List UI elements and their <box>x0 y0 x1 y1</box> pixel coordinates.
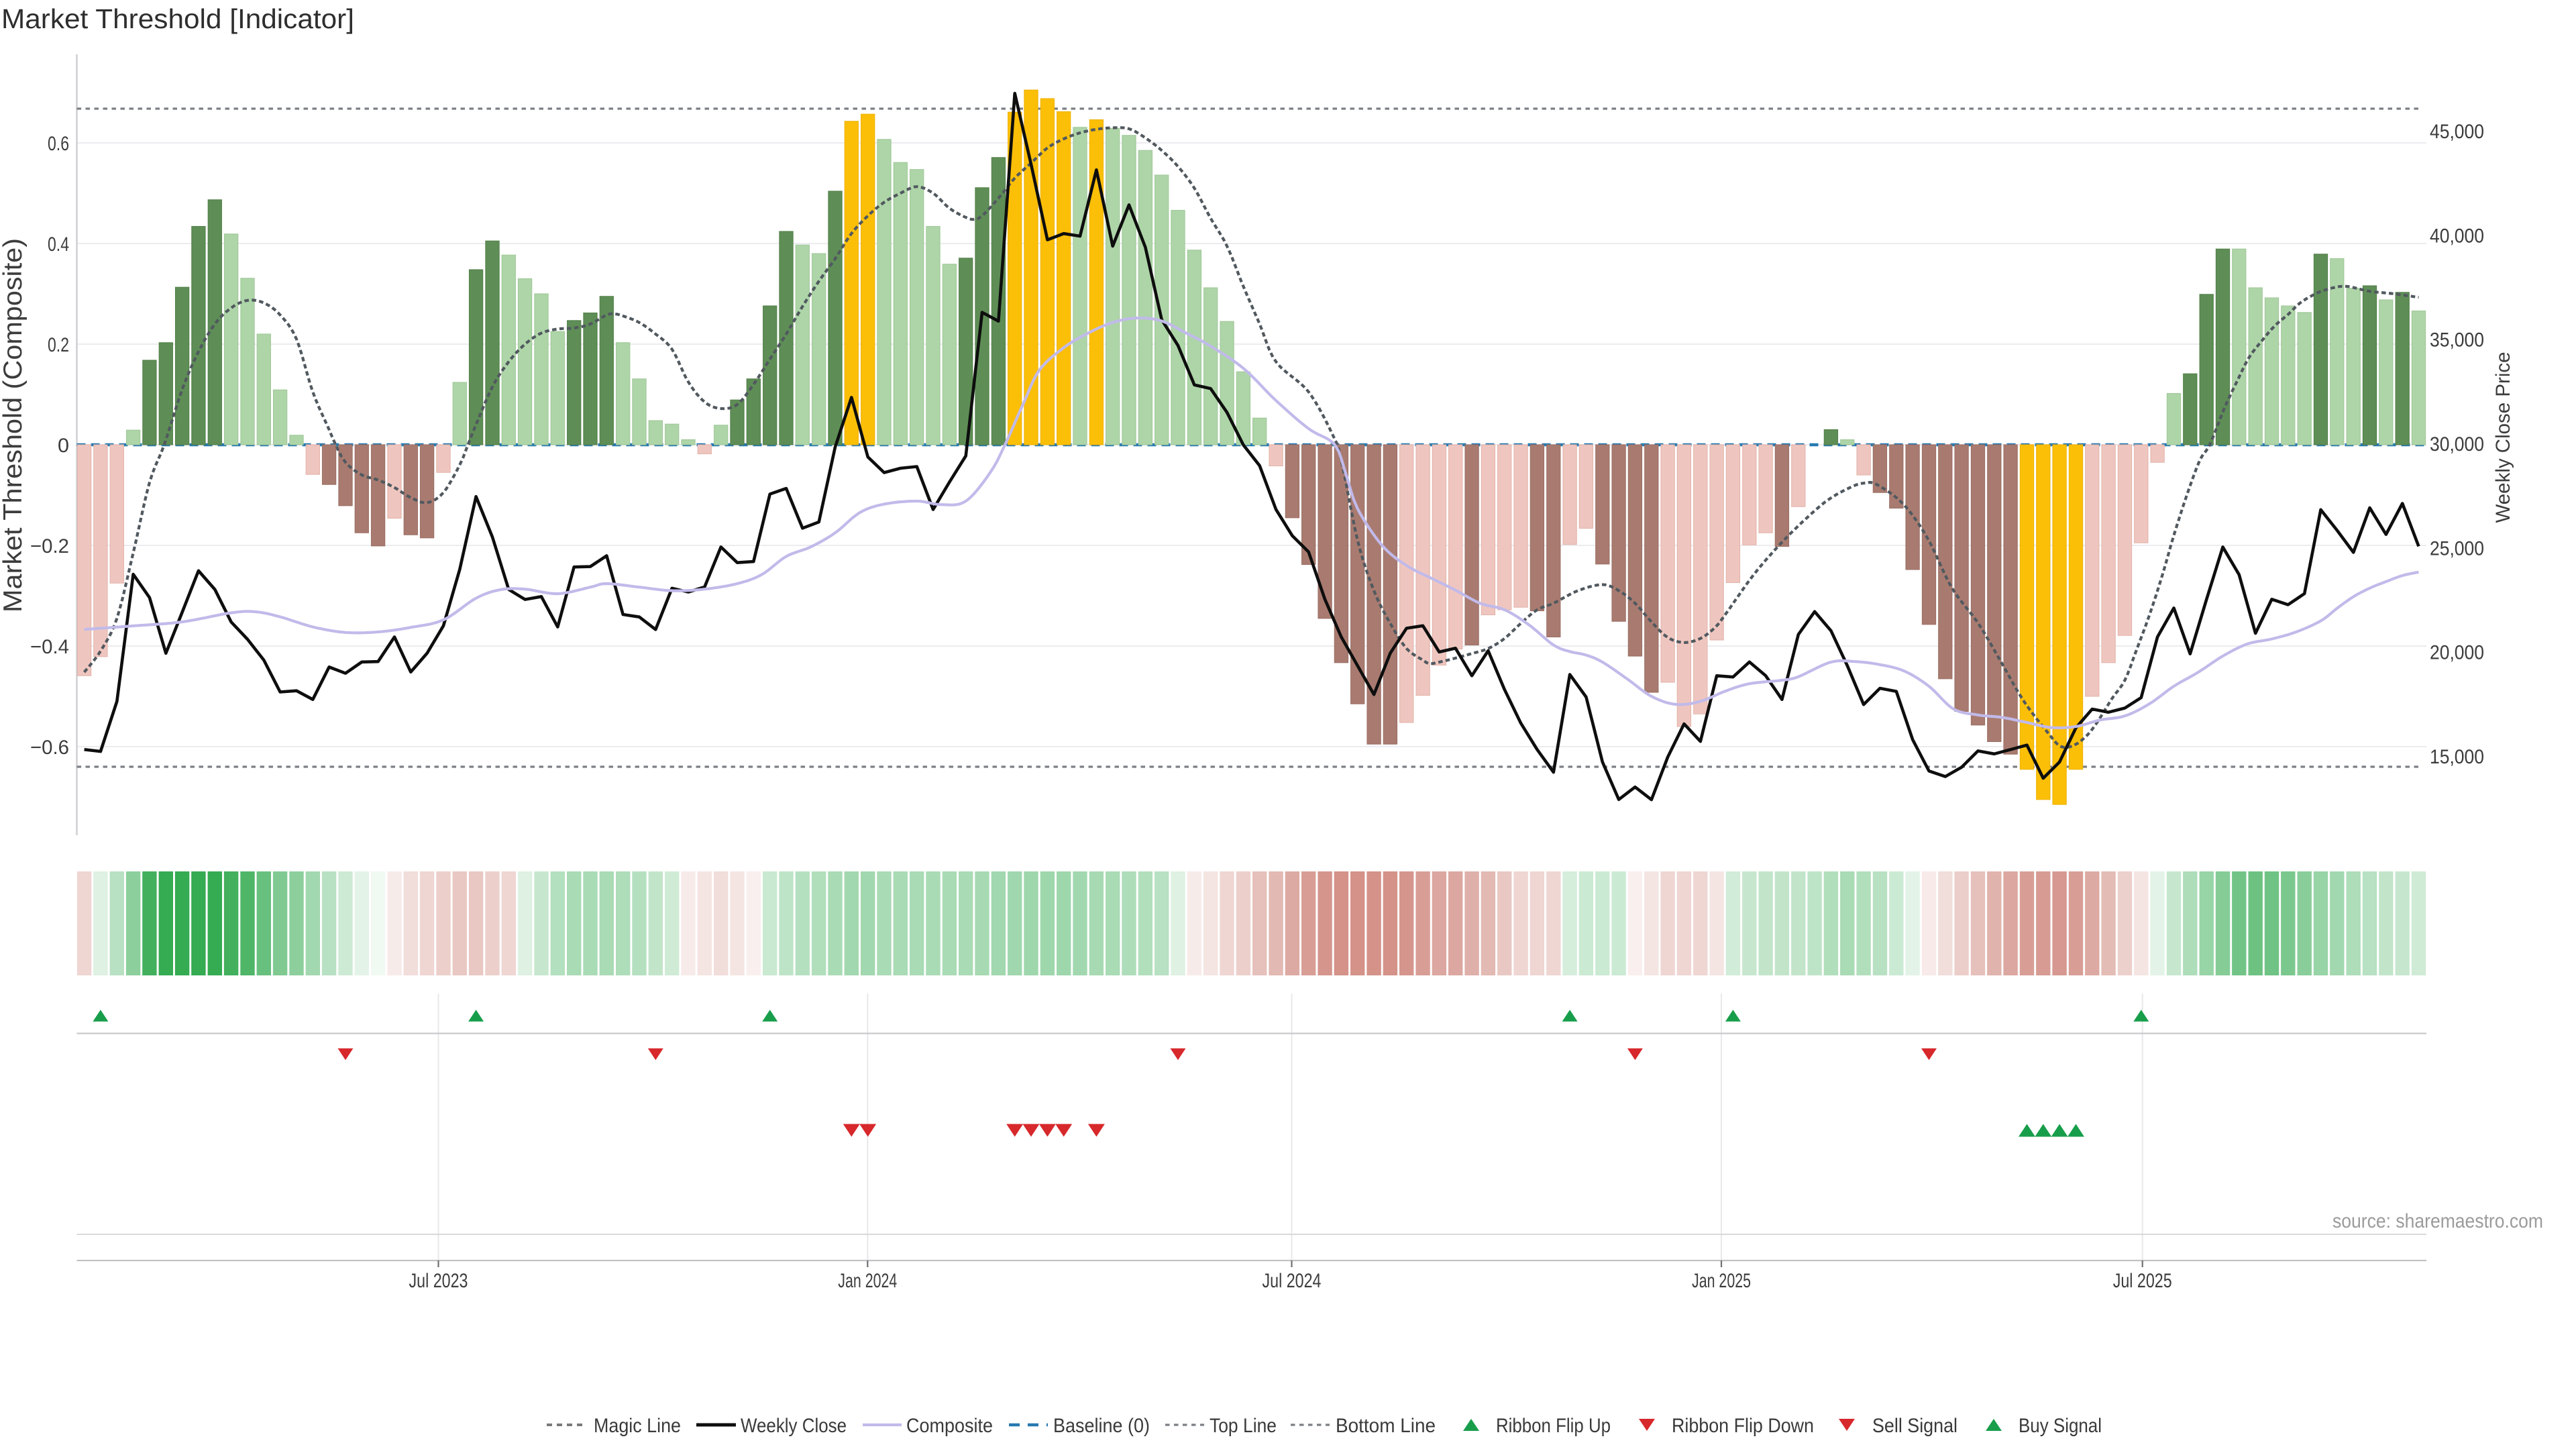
svg-text:Weekly Close Price: Weekly Close Price <box>2492 352 2514 523</box>
svg-text:Buy Signal: Buy Signal <box>2019 1415 2102 1437</box>
svg-text:Composite: Composite <box>906 1415 993 1437</box>
svg-text:Jul 2024: Jul 2024 <box>1263 1270 1322 1292</box>
svg-text:Market Threshold [Indicator]: Market Threshold [Indicator] <box>1 3 354 34</box>
svg-text:Baseline (0): Baseline (0) <box>1053 1415 1150 1437</box>
svg-text:15,000: 15,000 <box>2430 746 2484 768</box>
svg-text:Weekly Close: Weekly Close <box>741 1415 847 1437</box>
svg-text:20,000: 20,000 <box>2430 642 2484 664</box>
svg-text:Magic Line: Magic Line <box>594 1415 681 1437</box>
svg-text:40,000: 40,000 <box>2430 225 2484 247</box>
svg-text:−0.6: −0.6 <box>30 737 69 759</box>
svg-text:30,000: 30,000 <box>2430 433 2484 455</box>
svg-text:Jul 2023: Jul 2023 <box>409 1270 468 1292</box>
svg-text:0.2: 0.2 <box>48 334 69 356</box>
svg-text:0.6: 0.6 <box>48 133 69 155</box>
svg-text:source: sharemaestro.com: source: sharemaestro.com <box>2332 1210 2543 1232</box>
svg-text:−0.4: −0.4 <box>30 636 69 658</box>
svg-text:Sell Signal: Sell Signal <box>1872 1415 1957 1437</box>
svg-text:Jan 2024: Jan 2024 <box>838 1270 897 1292</box>
svg-text:Top Line: Top Line <box>1210 1415 1277 1437</box>
svg-text:35,000: 35,000 <box>2430 329 2484 352</box>
svg-text:Ribbon Flip Up: Ribbon Flip Up <box>1496 1415 1611 1437</box>
svg-text:0: 0 <box>58 435 69 457</box>
svg-text:Jul 2025: Jul 2025 <box>2113 1270 2172 1292</box>
svg-text:0.4: 0.4 <box>48 233 69 256</box>
svg-text:Bottom Line: Bottom Line <box>1336 1415 1436 1437</box>
svg-text:Market Threshold (Composite): Market Threshold (Composite) <box>0 238 28 612</box>
svg-text:45,000: 45,000 <box>2430 121 2484 143</box>
svg-text:−0.2: −0.2 <box>30 535 69 557</box>
svg-text:Ribbon Flip Down: Ribbon Flip Down <box>1672 1415 1814 1437</box>
svg-text:Jan 2025: Jan 2025 <box>1692 1270 1751 1292</box>
svg-text:25,000: 25,000 <box>2430 537 2484 559</box>
